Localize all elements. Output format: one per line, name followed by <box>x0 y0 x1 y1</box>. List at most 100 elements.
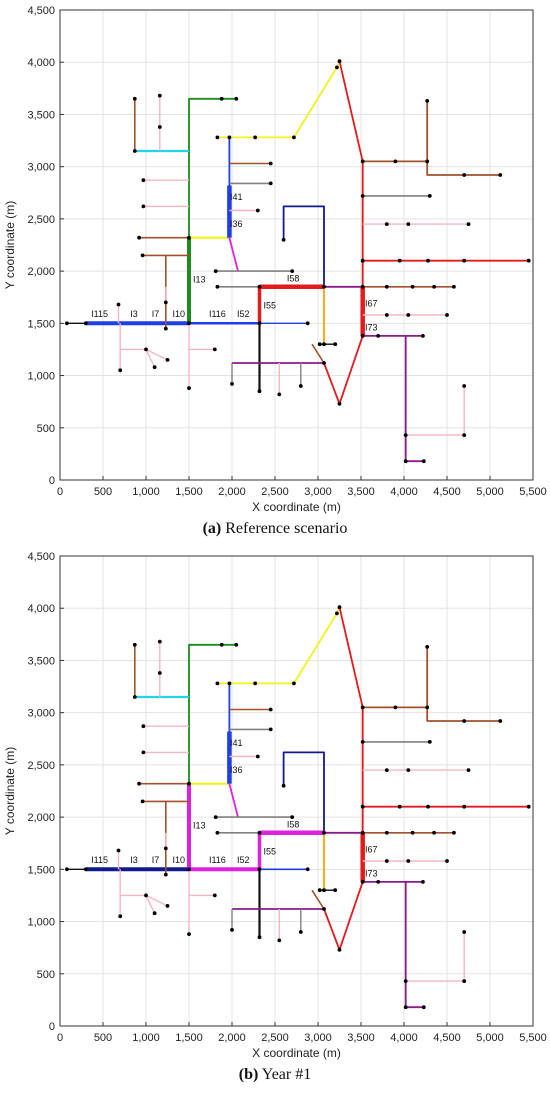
ref-node-33 <box>290 269 295 273</box>
ref-node-35 <box>305 321 310 326</box>
ref-node-29 <box>268 161 273 166</box>
y1-edge-34 <box>282 751 325 833</box>
ref-node-71 <box>384 313 389 317</box>
ref-node-68 <box>410 284 415 289</box>
x-tick-label-9: 4,500 <box>433 1032 461 1044</box>
y1-node-19 <box>132 642 137 647</box>
ref-node-9 <box>187 321 191 326</box>
y1-node-55 <box>462 719 467 723</box>
y-tick-label-6: 3,000 <box>27 162 55 174</box>
ref-node-8 <box>212 347 217 352</box>
y1-node-29 <box>268 707 273 712</box>
y1-node-17 <box>163 872 168 877</box>
y1-node-37 <box>257 830 262 835</box>
ref-node-34 <box>215 284 220 289</box>
y-tick-label-2: 1,000 <box>27 371 55 383</box>
ref-node-12 <box>234 96 239 101</box>
ref-node-31 <box>255 208 260 213</box>
y1-node-57 <box>360 740 365 744</box>
ref-node-24 <box>227 135 232 140</box>
ref-label-I36: I36 <box>230 219 243 229</box>
y1-node-79 <box>462 979 467 983</box>
ref-node-56 <box>498 173 503 177</box>
caption-b: (b) Year #1 <box>0 1066 550 1084</box>
y1-label-I13: I13 <box>193 821 206 831</box>
ref-node-39 <box>360 284 365 289</box>
ref-node-36 <box>257 321 262 326</box>
ref-edge-47 <box>426 100 501 176</box>
ref-node-44 <box>257 389 262 394</box>
ref-node-32 <box>213 269 218 273</box>
y1-node-5 <box>165 904 170 908</box>
y1-edge-25 <box>228 783 239 818</box>
ref-node-70 <box>452 284 456 289</box>
y1-edge-47 <box>426 646 501 722</box>
ref-label-I67: I67 <box>365 299 378 309</box>
y1-node-15 <box>141 724 146 729</box>
ref-node-26 <box>292 135 296 140</box>
y-tick-label-5: 2,500 <box>27 214 55 226</box>
ref-node-47 <box>298 384 303 388</box>
ref-node-59 <box>384 222 389 227</box>
ref-node-46 <box>277 392 282 397</box>
y-tick-label-5: 2,500 <box>27 760 55 772</box>
y1-node-14 <box>141 750 146 755</box>
y1-node-60 <box>406 768 411 772</box>
y1-node-51 <box>360 705 365 710</box>
ref-node-74 <box>376 334 381 338</box>
x-tick-label-0: 0 <box>57 1032 63 1044</box>
ref-node-72 <box>406 313 411 317</box>
y1-node-16 <box>140 799 145 804</box>
x-tick-label-11: 5,500 <box>519 1032 547 1044</box>
y1-node-43 <box>333 888 338 893</box>
ref-node-6 <box>152 365 157 370</box>
ref-node-55 <box>462 173 467 177</box>
y1-label-I67: I67 <box>365 845 378 855</box>
x-tick-label-9: 4,500 <box>433 486 461 498</box>
caption-a-text: Reference scenario <box>225 520 348 537</box>
x-axis-label: X coordinate (m) <box>252 1046 341 1060</box>
y-tick-label-4: 2,000 <box>27 266 55 278</box>
y1-label-I116: I116 <box>209 855 226 865</box>
ref-node-43 <box>333 342 338 347</box>
x-tick-label-10: 5,000 <box>476 1032 504 1044</box>
y1-node-39 <box>360 830 365 835</box>
ref-node-67 <box>384 284 389 289</box>
ref-node-49 <box>337 401 342 406</box>
x-tick-label-6: 3,000 <box>304 486 332 498</box>
y1-node-8 <box>212 893 217 898</box>
x-tick-label-3: 1,500 <box>175 486 203 498</box>
y1-node-67 <box>384 830 389 835</box>
ref-node-30 <box>268 181 273 186</box>
ref-edge-25 <box>228 237 239 272</box>
y1-node-30 <box>268 727 273 732</box>
ref-node-23 <box>215 135 220 140</box>
ref-node-73 <box>445 313 449 317</box>
y1-node-76 <box>403 979 408 983</box>
plot-area <box>60 10 533 480</box>
ref-label-I13: I13 <box>193 275 206 285</box>
ref-node-66 <box>526 258 531 263</box>
y1-node-46 <box>277 938 282 943</box>
ref-node-51 <box>360 159 365 164</box>
y1-node-10 <box>187 781 191 786</box>
y1-node-7 <box>187 932 191 936</box>
ref-node-77 <box>403 459 408 464</box>
x-tick-label-11: 5,500 <box>519 486 547 498</box>
y-tick-label-3: 1,500 <box>27 864 55 876</box>
ref-node-4 <box>144 347 148 352</box>
y1-node-59 <box>384 768 389 772</box>
panel-reference-scenario: I115 I3 I7 I10 I116 I52 I13 I41 I36 I58 I55 I67 I73 0… <box>0 0 550 546</box>
y1-node-56 <box>498 719 503 723</box>
axes-frame <box>59 555 534 1027</box>
ref-node-27 <box>335 65 339 70</box>
y1-label-I10: I10 <box>172 855 185 865</box>
ref-node-28 <box>337 59 342 64</box>
ref-label-I55: I55 <box>264 301 277 311</box>
ref-node-21 <box>157 93 162 98</box>
ref-node-13 <box>137 235 142 240</box>
x-tick-label-8: 4,000 <box>390 486 418 498</box>
y-tick-label-9: 4,500 <box>27 5 55 17</box>
y1-node-53 <box>425 645 430 649</box>
y1-node-1 <box>83 867 88 872</box>
